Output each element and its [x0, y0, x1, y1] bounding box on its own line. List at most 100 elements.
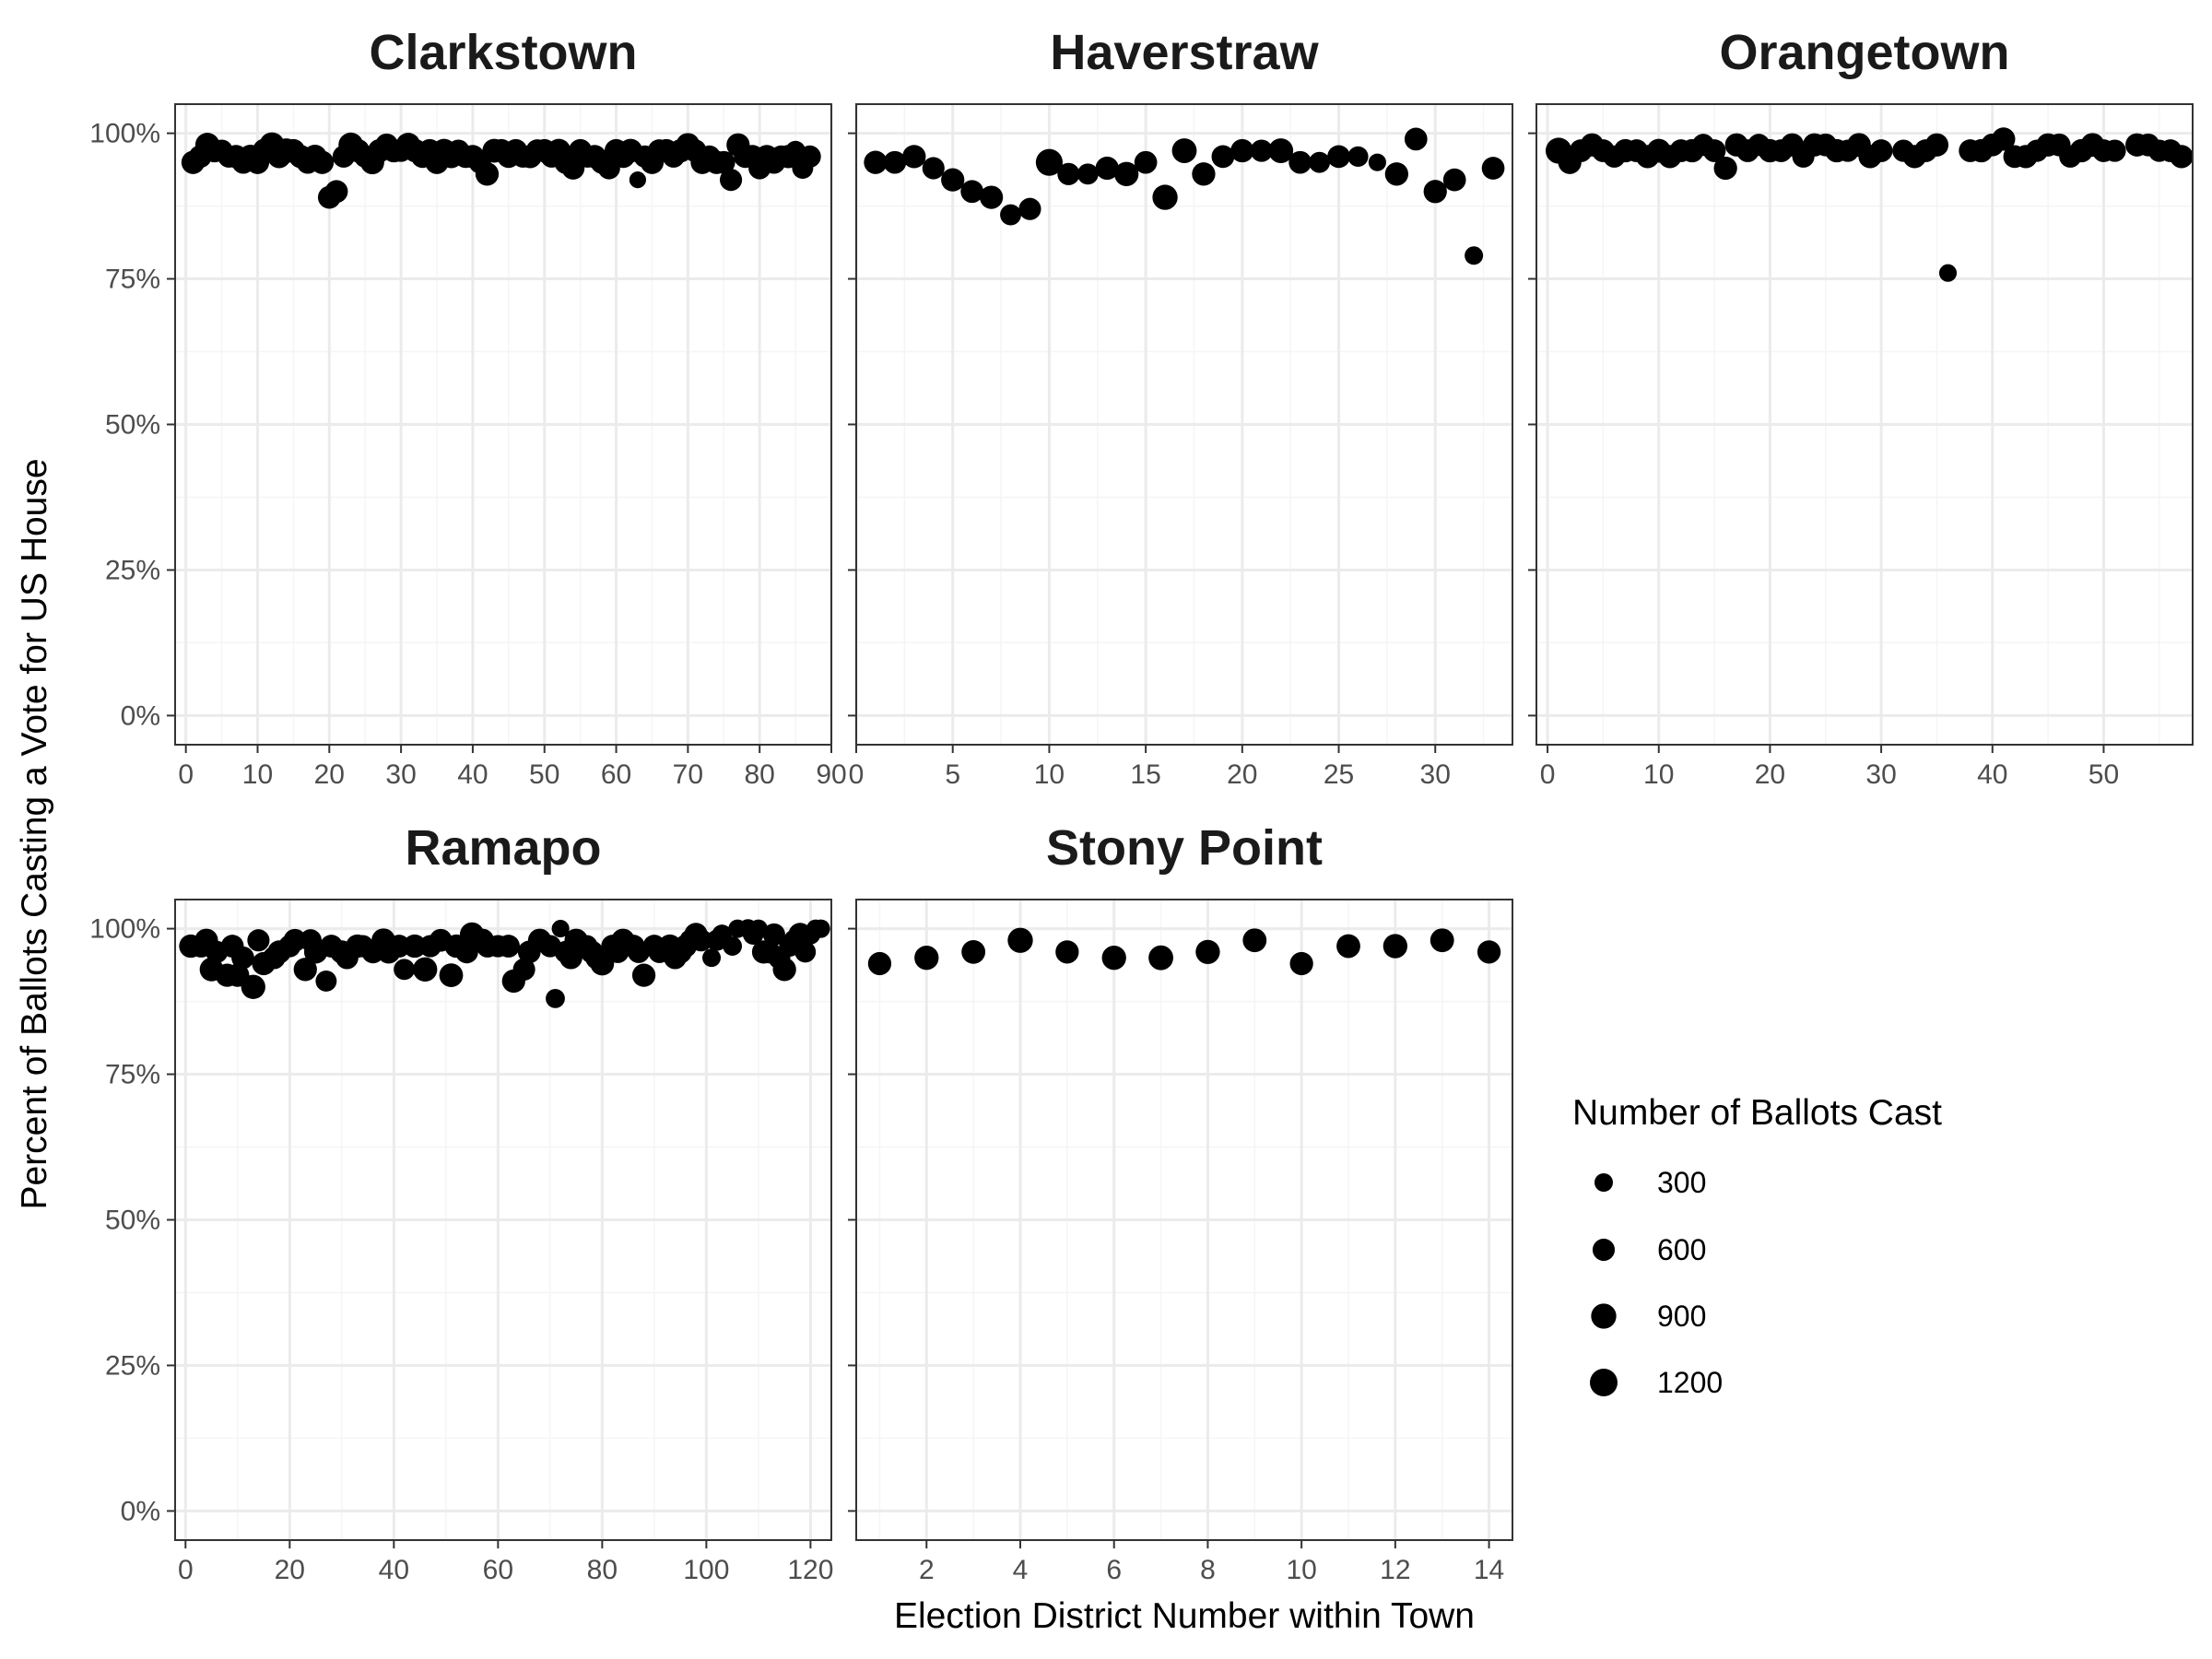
- data-point: [1171, 138, 1197, 163]
- data-point: [1430, 928, 1454, 953]
- x-tick-label: 2: [919, 1555, 935, 1585]
- x-tick-label: 30: [1420, 759, 1451, 790]
- data-point: [702, 948, 722, 968]
- x-tick-label: 10: [1286, 1555, 1316, 1585]
- x-tick-label: 60: [601, 759, 631, 790]
- x-tick-label: 40: [457, 759, 488, 790]
- y-tick-label: 100%: [89, 914, 160, 945]
- y-axis-title: Percent of Ballots Casting a Vote for US…: [15, 458, 54, 1209]
- legend: Number of Ballots Cast 300 600 900 1200: [1572, 1093, 1942, 1399]
- data-point: [1702, 139, 1726, 162]
- y-tick-label: 100%: [89, 119, 160, 149]
- x-tick-label: 15: [1130, 759, 1160, 790]
- data-point: [979, 185, 1004, 209]
- data-point: [590, 951, 615, 976]
- data-point: [1423, 180, 1447, 204]
- data-point: [1035, 148, 1063, 176]
- y-tick-label: 50%: [105, 410, 160, 441]
- data-point: [413, 957, 438, 982]
- data-point: [1101, 946, 1126, 971]
- legend-label: 300: [1657, 1166, 1706, 1199]
- legend-item: 300: [1594, 1166, 1706, 1199]
- data-point: [283, 928, 307, 952]
- data-point: [1057, 162, 1080, 185]
- panel-title: Stony Point: [1046, 820, 1323, 876]
- data-point: [961, 939, 986, 964]
- x-tick-label: 30: [1865, 759, 1896, 790]
- x-tick-label: 10: [1643, 759, 1674, 790]
- data-point: [914, 946, 939, 971]
- data-point: [1404, 127, 1428, 151]
- data-point: [497, 935, 521, 958]
- x-tick-label: 40: [1977, 759, 2007, 790]
- data-point: [1242, 928, 1267, 953]
- data-point: [1288, 150, 1312, 174]
- x-tick-label: 0: [178, 759, 194, 790]
- x-tick-label: 8: [1200, 1555, 1216, 1585]
- data-point: [629, 171, 646, 189]
- data-point: [1055, 940, 1079, 964]
- data-point: [1382, 934, 1408, 959]
- data-point: [1007, 927, 1033, 953]
- data-point: [1152, 184, 1178, 210]
- legend-label: 600: [1657, 1233, 1706, 1266]
- data-point: [241, 974, 265, 999]
- data-point: [231, 946, 254, 970]
- data-point: [689, 929, 712, 952]
- data-point: [960, 180, 984, 204]
- data-point: [941, 168, 965, 192]
- data-point: [1924, 133, 1949, 157]
- data-point: [1481, 157, 1505, 180]
- data-point: [1148, 945, 1173, 971]
- x-tick-label: 0: [849, 759, 865, 790]
- data-point: [1250, 139, 1273, 162]
- x-tick-label: 90: [816, 759, 846, 790]
- x-tick-label: 20: [1755, 759, 1785, 790]
- x-tick-label: 25: [1324, 759, 1354, 790]
- data-point: [712, 150, 735, 174]
- data-point: [864, 150, 888, 174]
- y-tick-label: 0%: [121, 700, 160, 731]
- data-point: [1477, 940, 1501, 964]
- data-point: [439, 963, 464, 988]
- y-tick-label: 25%: [105, 555, 160, 585]
- x-tick-label: 20: [314, 759, 345, 790]
- x-tick-label: 50: [529, 759, 559, 790]
- data-point: [1077, 163, 1099, 185]
- data-point: [883, 150, 907, 174]
- x-tick-label: 50: [2088, 759, 2119, 790]
- data-point: [559, 946, 582, 970]
- data-point: [293, 958, 317, 982]
- data-point: [1992, 127, 2016, 151]
- data-point: [394, 959, 416, 981]
- x-tick-label: 4: [1013, 1555, 1029, 1585]
- data-point: [631, 963, 656, 987]
- x-tick-label: 0: [1540, 759, 1556, 790]
- legend-item: 900: [1591, 1300, 1706, 1333]
- legend-label: 1200: [1657, 1366, 1723, 1399]
- legend-label: 900: [1657, 1300, 1706, 1333]
- y-tick-label: 0%: [121, 1496, 160, 1526]
- data-point: [1327, 145, 1350, 169]
- data-point: [546, 989, 565, 1008]
- x-tick-label: 20: [1227, 759, 1257, 790]
- data-point: [1192, 162, 1216, 186]
- data-point: [324, 180, 348, 204]
- data-point: [1938, 264, 1958, 282]
- legend-item: 600: [1592, 1233, 1706, 1266]
- data-point: [811, 919, 830, 938]
- data-point: [1465, 246, 1484, 265]
- data-point: [723, 936, 743, 956]
- legend-key-circle: [1594, 1173, 1613, 1192]
- data-point: [551, 920, 570, 938]
- x-tick-label: 12: [1380, 1555, 1410, 1585]
- data-point: [403, 934, 427, 959]
- x-tick-label: 120: [787, 1555, 833, 1585]
- x-tick-label: 14: [1474, 1555, 1504, 1585]
- legend-title: Number of Ballots Cast: [1572, 1093, 1942, 1133]
- x-axis-title: Election District Number within Town: [894, 1596, 1475, 1636]
- data-point: [1442, 168, 1466, 192]
- data-point: [902, 145, 926, 169]
